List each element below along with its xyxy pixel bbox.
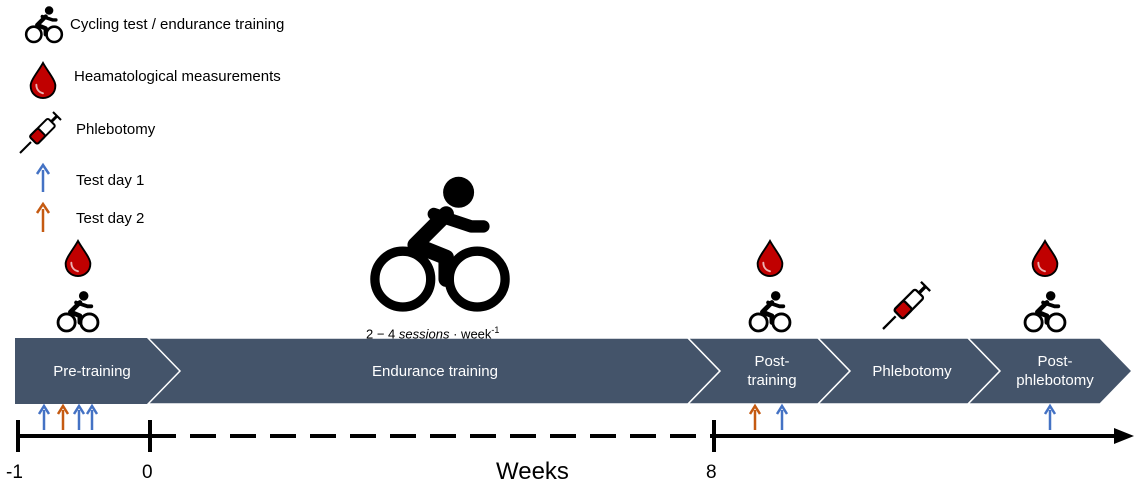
test-day-2-arrow-icon (748, 403, 762, 430)
phase-pre-training (15, 338, 180, 404)
legend-phlebotomy-label: Phlebotomy (76, 121, 156, 138)
legend-blood-label: Heamatological measurements (74, 68, 281, 85)
training-frequency-label: 2 − 4 sessions · week-1 (366, 322, 499, 342)
test-day-1-arrow-icon (1043, 403, 1057, 430)
frequency-exponent: -1 (491, 325, 500, 335)
legend-cyclist-icon (26, 6, 62, 42)
post-phlebotomy-cyclist-icon (1025, 291, 1065, 331)
frequency-per: · week (453, 326, 492, 342)
timeline-axis-title: Weeks (496, 458, 569, 485)
phase-label-post-training: Post- training (747, 353, 797, 389)
phase-label-post-phlebotomy: Post- phlebotomy (1016, 353, 1094, 389)
phlebotomy-syringe-icon (881, 280, 932, 331)
post-phlebotomy-blood-drop-icon (1031, 239, 1059, 277)
post-training-blood-drop-icon (756, 239, 784, 277)
phase-label-endurance-training: Endurance training (372, 363, 498, 380)
pre-training-cyclist-icon (58, 291, 98, 331)
post-training-cyclist-icon (750, 291, 790, 331)
legend-syringe-icon (18, 110, 63, 155)
pre-training-blood-drop-icon (64, 239, 92, 277)
tick-label-minus-1: -1 (6, 462, 23, 483)
test-day-2-arrow-icon (56, 403, 70, 430)
legend-test-day-1-label: Test day 1 (76, 172, 145, 189)
phase-post-phlebotomy (966, 337, 1134, 405)
timeline-axis (16, 420, 1134, 452)
legend-cycling-label: Cycling test / endurance training (70, 16, 285, 33)
frequency-unit: sessions (398, 326, 450, 342)
phase-label-pre-training: Pre-training (53, 363, 131, 380)
endurance-training-cyclist-icon (375, 177, 505, 307)
tick-label-8: 8 (706, 462, 717, 483)
phase-label-phlebotomy: Phlebotomy (872, 363, 952, 380)
legend-test-day-2-arrow-icon (35, 201, 51, 232)
test-day-1-arrow-icon (37, 403, 51, 430)
tick-label-0: 0 (142, 462, 153, 483)
test-day-1-arrow-icon (775, 403, 789, 430)
test-day-1-arrow-icon (72, 403, 86, 430)
frequency-range: 2 − 4 (366, 326, 396, 342)
test-day-1-arrow-icon (85, 403, 99, 430)
legend-test-day-2-label: Test day 2 (76, 210, 145, 227)
legend-test-day-1-arrow-icon (35, 162, 51, 192)
legend-blood-drop-icon (29, 61, 57, 100)
